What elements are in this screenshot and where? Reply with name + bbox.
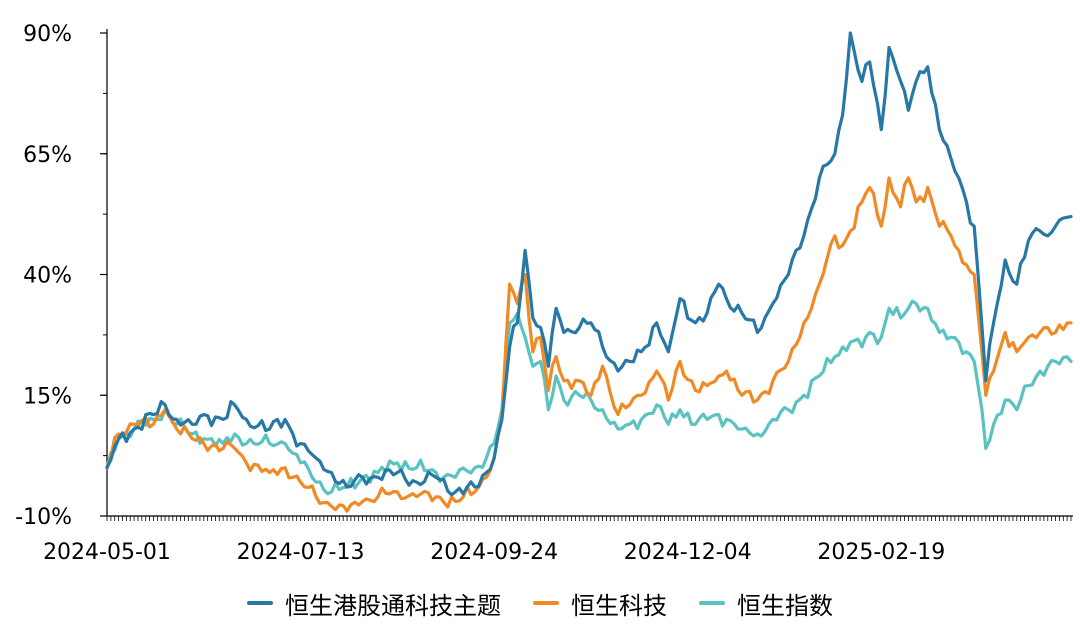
legend-swatch	[699, 601, 725, 605]
x-tick-label: 2024-09-24	[430, 540, 558, 565]
legend-item: 恒生指数	[699, 586, 833, 621]
legend-label: 恒生港股通科技主题	[285, 591, 501, 620]
legend-label: 恒生指数	[737, 591, 833, 620]
y-tick-label: 65%	[23, 143, 72, 168]
x-tick-label: 2024-12-04	[624, 540, 752, 565]
y-tick-label: 40%	[23, 264, 72, 289]
series-line-1	[105, 176, 1073, 513]
x-tick-label: 2024-07-13	[237, 540, 365, 565]
y-axis: 90% 65% 40% 15% -10%	[15, 22, 108, 530]
series-line-2	[105, 299, 1073, 496]
legend-swatch	[533, 601, 559, 605]
series-lines	[105, 31, 1073, 513]
legend: 恒生港股通科技主题 恒生科技 恒生指数	[0, 583, 1080, 621]
y-tick-label: -10%	[15, 505, 72, 530]
x-axis: 2024-05-01 2024-07-13 2024-09-24 2024-12-04…	[43, 515, 1073, 565]
x-tick-label: 2025-02-19	[817, 540, 945, 565]
legend-swatch	[247, 601, 273, 605]
legend-label: 恒生科技	[571, 591, 667, 620]
legend-item: 恒生港股通科技主题	[247, 586, 501, 621]
series-line-0	[105, 31, 1073, 497]
y-tick-label: 15%	[23, 384, 72, 409]
y-tick-label: 90%	[23, 22, 72, 47]
legend-item: 恒生科技	[533, 586, 667, 621]
x-tick-label: 2024-05-01	[43, 540, 171, 565]
